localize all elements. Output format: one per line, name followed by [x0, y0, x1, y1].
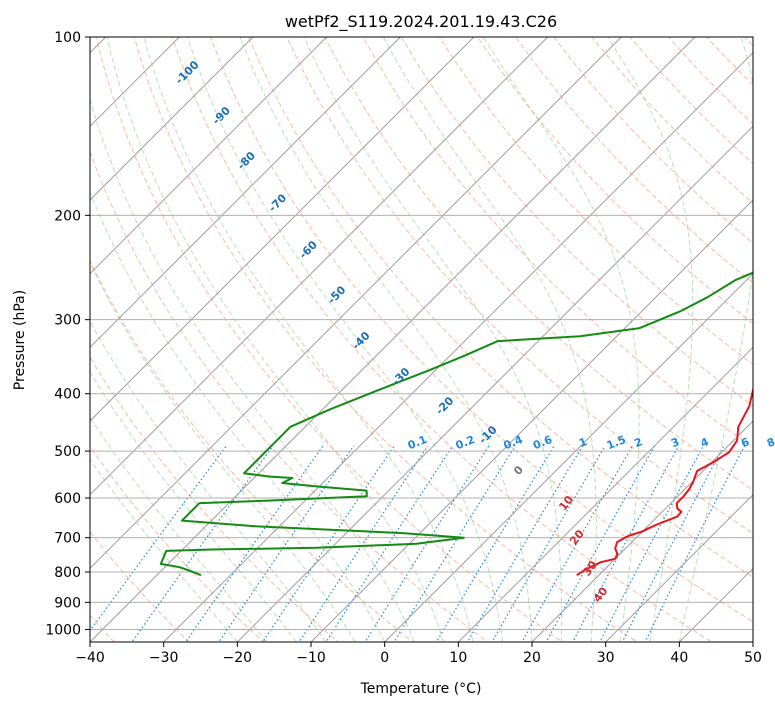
plot-frame	[89, 36, 754, 643]
mixing-ratio-line	[218, 445, 355, 642]
mixing-ratio-label: 1	[577, 435, 589, 450]
dry-adiabat-line	[591, 37, 753, 204]
dry-adiabat-line	[171, 37, 713, 642]
dry-adiabat-line	[90, 445, 265, 642]
isotherm-line	[383, 272, 753, 642]
isotherm-line	[457, 346, 753, 642]
y-tick-label: 200	[54, 208, 81, 224]
dry-adiabat-line	[286, 37, 753, 534]
isotherm-line	[90, 37, 402, 349]
dry-adiabat-line	[95, 37, 564, 642]
moist-adiabat-line	[90, 416, 268, 642]
x-axis-ticks: −40 −30 −20 −10 0 10 20 30 40 50	[75, 642, 762, 666]
mixing-ratio-line	[644, 445, 746, 642]
y-tick-label: 700	[54, 531, 81, 547]
mixing-ratio-label: 8	[765, 435, 775, 450]
mixing-ratio-label: 3	[669, 435, 681, 450]
plot-area	[90, 37, 753, 642]
isotherm-line	[90, 37, 549, 496]
isotherm-line	[90, 37, 696, 642]
x-tick-label: −20	[223, 650, 253, 666]
isotherm-line	[90, 37, 623, 570]
x-tick-label: 20	[523, 650, 541, 666]
y-tick-label: 800	[54, 565, 81, 581]
moist-adiabat-line	[90, 458, 238, 642]
mixing-ratio-label: 2	[632, 435, 644, 450]
profile-series	[159, 271, 753, 577]
isotherm-line	[162, 51, 753, 642]
moist-adiabat-line	[90, 97, 415, 642]
moist-adiabat-line	[239, 37, 533, 642]
dewpoint-profile-line	[159, 271, 753, 577]
pressure-gridlines	[90, 37, 753, 630]
moist-adiabat-line	[90, 190, 386, 642]
x-tick-label: −10	[296, 650, 326, 666]
dry-adiabat-line	[209, 37, 753, 623]
moist-adiabat-line	[303, 37, 563, 642]
isotherm-line	[310, 199, 753, 642]
y-axis-title: Pressure (hPa)	[12, 290, 28, 390]
moist-adiabats	[90, 37, 753, 642]
y-tick-label: 600	[54, 491, 81, 507]
y-tick-label: 1000	[45, 622, 81, 638]
mixing-ratio-line	[262, 445, 395, 642]
dry-adiabat-line	[90, 259, 414, 642]
y-tick-label: 100	[54, 30, 81, 46]
dry-adiabat-line	[553, 37, 753, 244]
y-tick-label: 500	[54, 444, 81, 460]
dry-adiabat-line	[476, 37, 753, 325]
isotherm-line	[531, 420, 753, 642]
x-tick-label: 40	[670, 650, 688, 666]
chart-title: wetPf2_S119.2024.201.19.43.C26	[285, 12, 557, 32]
y-tick-label: 300	[54, 313, 81, 329]
y-tick-label: 900	[54, 595, 81, 611]
y-axis-ticks: 100 200 300 400 500 600 700 800 900 1000	[45, 30, 90, 638]
x-tick-label: −40	[75, 650, 105, 666]
y-tick-label: 400	[54, 387, 81, 403]
x-tick-label: 50	[744, 650, 762, 666]
x-tick-label: −30	[149, 650, 179, 666]
moist-adiabat-line	[482, 37, 640, 642]
moist-adiabat-line	[143, 37, 474, 642]
x-tick-label: 10	[449, 650, 467, 666]
isotherm-line	[90, 37, 328, 275]
isotherm-line	[90, 37, 475, 422]
dry-adiabat-line	[90, 531, 190, 642]
moist-adiabat-line	[187, 37, 503, 642]
moist-adiabat-line	[607, 37, 694, 642]
moist-adiabat-line	[90, 261, 356, 642]
temperature-profile-line	[576, 384, 753, 577]
dry-adiabat-line	[667, 37, 753, 125]
isotherm-line	[90, 37, 254, 201]
dry-adiabat-line	[248, 37, 753, 578]
dry-adiabat-line	[133, 37, 638, 642]
dry-adiabat-line	[400, 37, 753, 407]
moist-adiabat-line	[106, 37, 445, 642]
isotherm-line	[90, 37, 181, 128]
x-axis-title: Temperature (°C)	[360, 681, 482, 697]
x-tick-label: 30	[597, 650, 615, 666]
moist-adiabat-line	[382, 37, 597, 642]
x-tick-label: 0	[380, 650, 389, 666]
isotherm-line	[604, 493, 753, 642]
